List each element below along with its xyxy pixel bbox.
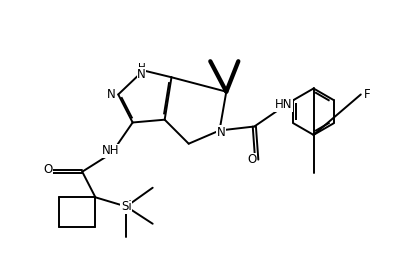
Text: O: O bbox=[247, 153, 257, 166]
Text: HN: HN bbox=[275, 98, 292, 111]
Text: Si: Si bbox=[121, 200, 132, 213]
Text: O: O bbox=[43, 163, 52, 176]
Text: NH: NH bbox=[102, 144, 119, 157]
Text: H: H bbox=[137, 63, 145, 73]
Text: F: F bbox=[364, 88, 371, 101]
Text: N: N bbox=[137, 68, 146, 81]
Text: N: N bbox=[107, 88, 116, 101]
Text: N: N bbox=[217, 126, 226, 139]
